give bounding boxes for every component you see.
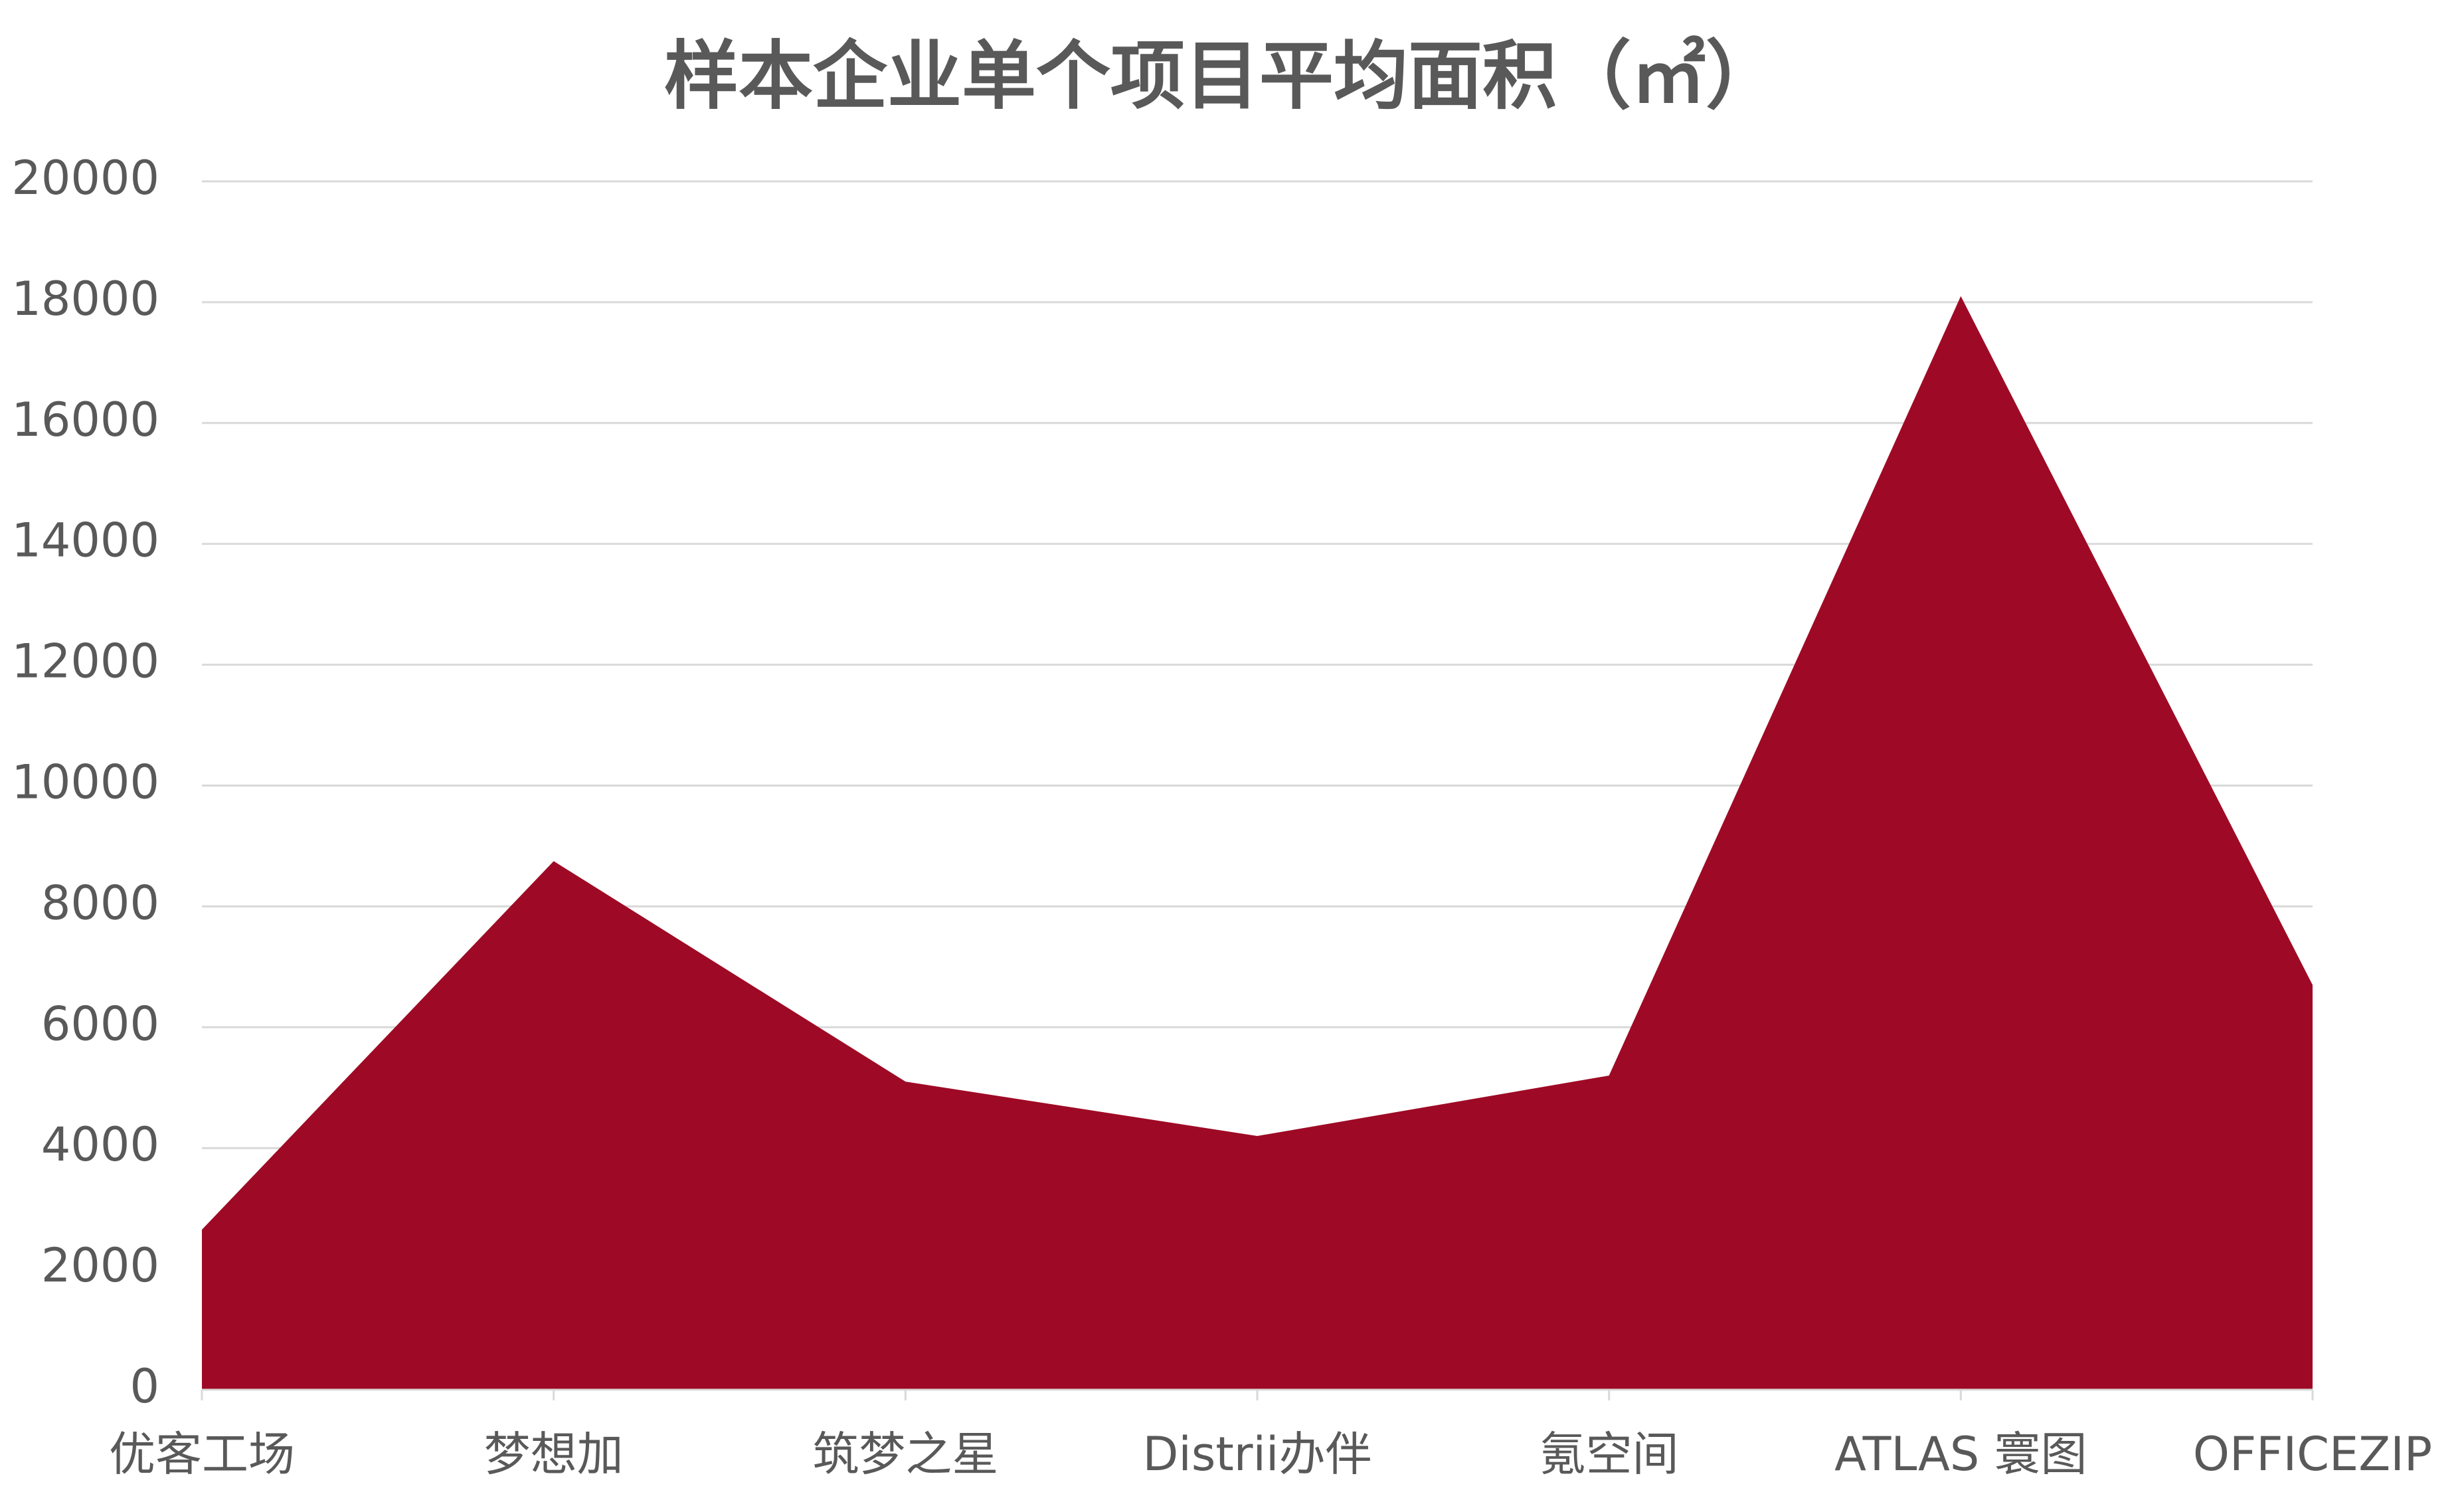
y-tick-label: 20000 [11, 151, 159, 205]
x-tick-label: 梦想加 [484, 1427, 624, 1481]
y-tick-label: 6000 [41, 996, 159, 1051]
y-tick-label: 12000 [11, 634, 159, 689]
area [202, 296, 2313, 1390]
x-tick-label: 筑梦之星 [812, 1427, 998, 1481]
x-tick-label: 氪空间 [1540, 1427, 1679, 1481]
y-tick-label: 0 [130, 1359, 159, 1414]
y-tick-label: 4000 [41, 1117, 159, 1172]
x-tick-label: OFFICEZIP [2193, 1427, 2432, 1481]
x-tick-label: 优客工场 [109, 1427, 295, 1481]
y-tick-label: 14000 [11, 514, 159, 568]
x-tick-label: ATLAS 寰图 [1834, 1427, 2087, 1481]
y-tick-label: 2000 [41, 1238, 159, 1293]
chart-title: 样本企业单个项目平均面积（㎡） [664, 33, 1780, 120]
y-tick-label: 16000 [11, 393, 159, 447]
y-tick-label: 18000 [11, 272, 159, 326]
y-tick-label: 10000 [11, 755, 159, 810]
y-tick-label: 8000 [41, 876, 159, 930]
x-tick-label: Distrii办伴 [1143, 1427, 1372, 1481]
